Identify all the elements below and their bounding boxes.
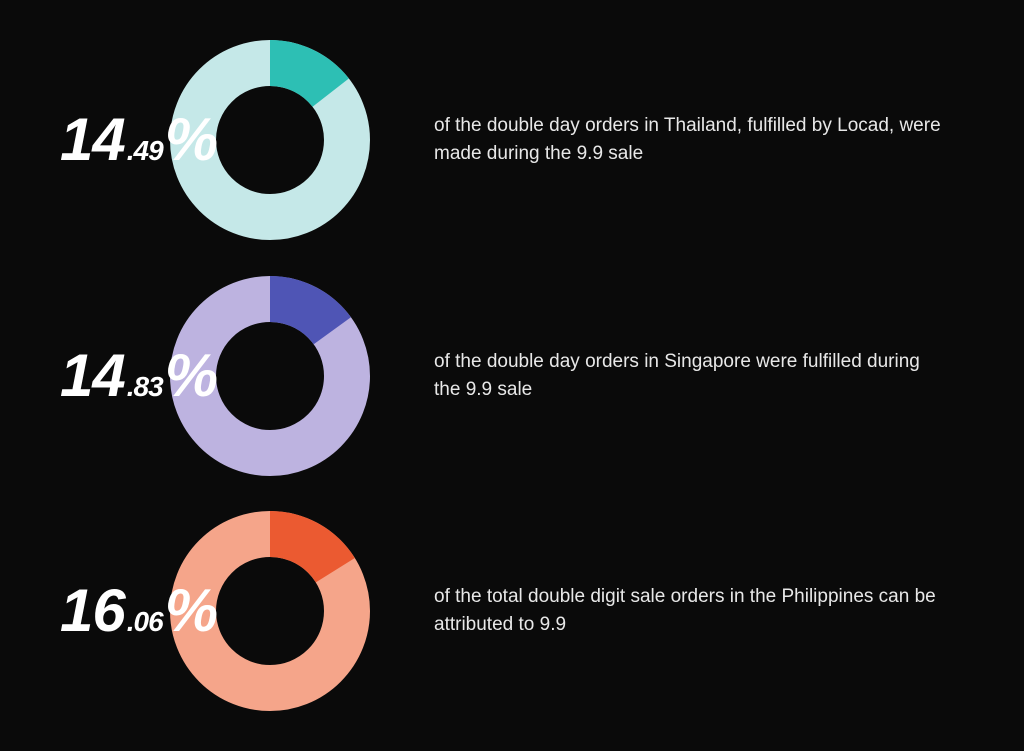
percent-icon: % [165, 110, 217, 170]
stat-visual: 14 .49 % [60, 40, 410, 240]
stat-whole: 14 [60, 346, 125, 406]
stat-description: of the total double digit sale orders in… [410, 583, 964, 638]
stat-visual: 16 .06 % [60, 511, 410, 711]
stat-fraction: .06 [127, 608, 163, 636]
infographic-container: 14 .49 % of the double day orders in Tha… [0, 0, 1024, 751]
stat-row: 16 .06 % of the total double digit sale … [60, 511, 964, 711]
stat-whole: 16 [60, 581, 125, 641]
stat-row: 14 .83 % of the double day orders in Sin… [60, 276, 964, 476]
stat-whole: 14 [60, 110, 125, 170]
stat-row: 14 .49 % of the double day orders in Tha… [60, 40, 964, 240]
stat-value: 14 .49 % [60, 110, 217, 170]
stat-description: of the double day orders in Singapore we… [410, 348, 964, 403]
stat-fraction: .49 [127, 137, 163, 165]
stat-visual: 14 .83 % [60, 276, 410, 476]
stat-value: 14 .83 % [60, 346, 217, 406]
percent-icon: % [165, 346, 217, 406]
percent-icon: % [165, 581, 217, 641]
stat-fraction: .83 [127, 373, 163, 401]
stat-value: 16 .06 % [60, 581, 217, 641]
stat-description: of the double day orders in Thailand, fu… [410, 112, 964, 167]
